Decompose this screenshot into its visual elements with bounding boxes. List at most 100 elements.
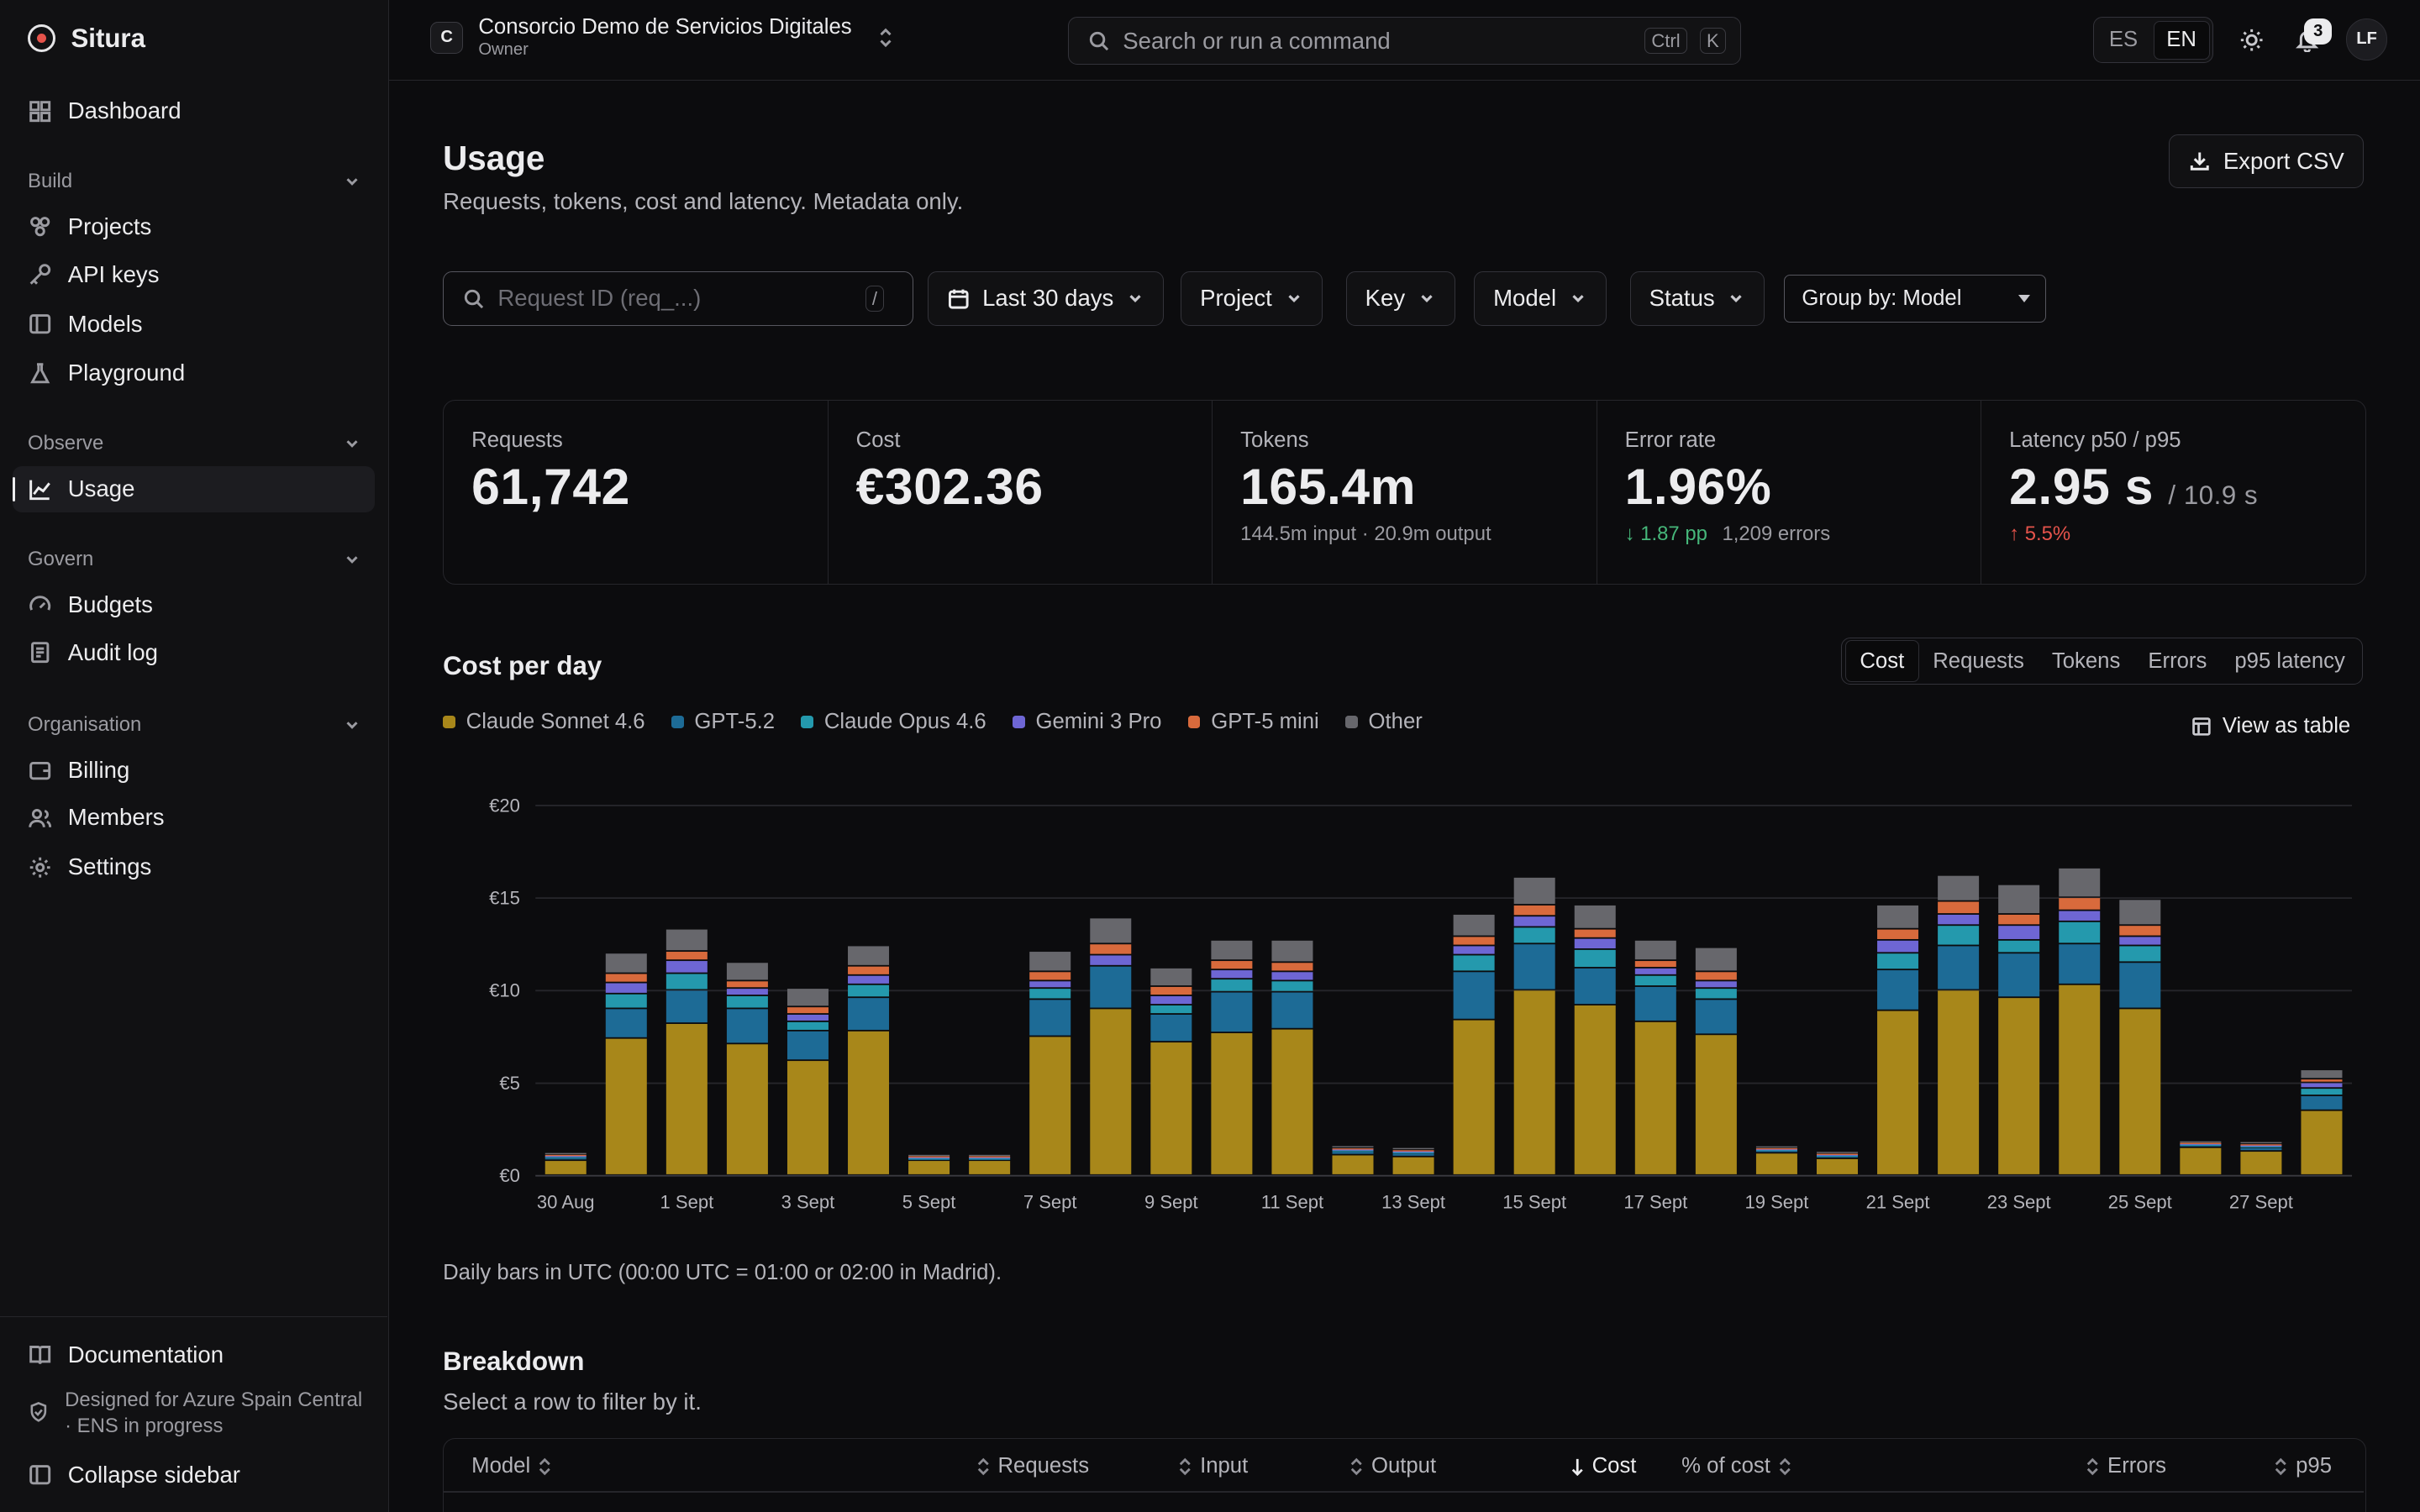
- sidebar-item-members[interactable]: Members: [13, 795, 376, 841]
- bar-segment: [2119, 963, 2161, 1008]
- legend-item[interactable]: GPT-5 mini: [1187, 710, 1319, 734]
- bar-segment: [666, 974, 708, 990]
- bar-segment: [969, 1156, 1011, 1158]
- dashboard-icon: [29, 100, 51, 122]
- bar-segment: [1574, 938, 1616, 948]
- legend-item[interactable]: Other: [1344, 710, 1423, 734]
- sidebar-item-billing[interactable]: Billing: [13, 747, 376, 793]
- bar-segment: [1029, 1000, 1071, 1036]
- command-search-input[interactable]: [1123, 27, 1633, 55]
- request-id-input[interactable]: [497, 285, 853, 312]
- shield-check-icon: [30, 1401, 47, 1422]
- bar-segment: [2301, 1095, 2343, 1110]
- status-filter[interactable]: Status: [1629, 271, 1765, 326]
- lang-es-button[interactable]: ES: [2108, 28, 2139, 52]
- stat-secondary-value: / 10.9 s: [2168, 480, 2259, 511]
- bar-segment: [969, 1154, 1011, 1157]
- column-header-output[interactable]: Output: [1349, 1454, 1436, 1478]
- bar-segment: [1938, 875, 1980, 900]
- legend-swatch: [801, 716, 813, 728]
- column-header-cost[interactable]: Cost: [1570, 1454, 1636, 1478]
- sun-icon[interactable]: [2239, 28, 2264, 52]
- x-tick-label: 19 Sept: [1745, 1191, 1809, 1212]
- bar-segment: [2180, 1145, 2222, 1147]
- bar-segment: [1817, 1155, 1859, 1157]
- group-organisation[interactable]: Organisation: [28, 713, 361, 737]
- sidebar-item-label: Playground: [67, 360, 186, 386]
- sidebar-item-budgets[interactable]: Budgets: [13, 581, 376, 627]
- export-csv-label: Export CSV: [2223, 147, 2344, 174]
- bar-segment: [544, 1160, 587, 1174]
- bar-segment: [2240, 1151, 2282, 1174]
- column-header-requests[interactable]: Requests: [976, 1454, 1089, 1478]
- sidebar-item-dashboard[interactable]: Dashboard: [13, 88, 376, 134]
- bar-segment: [1756, 1153, 1798, 1174]
- group-govern[interactable]: Govern: [28, 548, 361, 571]
- brand[interactable]: Situra: [28, 24, 145, 54]
- bar-segment: [1332, 1151, 1374, 1154]
- arrow-down-icon: [1571, 1458, 1583, 1476]
- x-tick-label: 23 Sept: [1987, 1191, 2051, 1212]
- column-header-errors[interactable]: Errors: [2086, 1454, 2166, 1478]
- project-filter[interactable]: Project: [1181, 271, 1323, 326]
- legend-item[interactable]: GPT-5.2: [671, 710, 775, 734]
- avatar[interactable]: LF: [2345, 18, 2388, 60]
- date-range-label: Last 30 days: [982, 285, 1114, 312]
- sidebar-item-audit-log[interactable]: Audit log: [13, 629, 376, 675]
- bar-segment: [2180, 1143, 2222, 1145]
- bar-segment: [1029, 1037, 1071, 1174]
- sidebar-item-projects[interactable]: Projects: [13, 203, 376, 249]
- legend-item[interactable]: Gemini 3 Pro: [1012, 710, 1161, 734]
- bar-segment: [544, 1154, 587, 1157]
- bar-segment: [1998, 940, 2040, 953]
- request-id-search[interactable]: /: [443, 271, 914, 326]
- bar-segment: [1634, 968, 1676, 974]
- sidebar-item-documentation[interactable]: Documentation: [13, 1331, 376, 1378]
- bar-segment: [908, 1158, 950, 1160]
- export-csv-button[interactable]: Export CSV: [2168, 134, 2364, 189]
- bar-segment: [1090, 944, 1132, 954]
- column-header-input[interactable]: Input: [1178, 1454, 1248, 1478]
- date-range-filter[interactable]: Last 30 days: [927, 271, 1165, 326]
- bar-segment: [787, 1031, 829, 1060]
- stat-detail: ↑ 5.5%: [2009, 522, 2365, 546]
- bar-segment: [2119, 926, 2161, 936]
- y-tick-label: €0: [499, 1165, 520, 1186]
- bar-segment: [1574, 1005, 1616, 1174]
- x-tick-label: 3 Sept: [781, 1191, 835, 1212]
- bar-segment: [1998, 914, 2040, 925]
- chart-legend: Claude Sonnet 4.6 GPT-5.2 Claude Opus 4.6 G…: [443, 710, 1423, 734]
- metric-tab-requests[interactable]: Requests: [1933, 648, 2024, 673]
- group-build[interactable]: Build: [28, 170, 361, 193]
- org-switcher[interactable]: C Consorcio Demo de Servicios Digitales …: [430, 15, 895, 60]
- legend-item[interactable]: Claude Sonnet 4.6: [443, 710, 645, 734]
- lang-en-button[interactable]: EN: [2153, 20, 2210, 60]
- column-header-model[interactable]: Model: [471, 1454, 552, 1478]
- model-filter[interactable]: Model: [1474, 271, 1607, 326]
- sidebar-item-settings[interactable]: Settings: [13, 844, 376, 890]
- legend-item[interactable]: Claude Opus 4.6: [801, 710, 986, 734]
- bar-segment: [727, 981, 769, 988]
- bar-segment: [1392, 1147, 1434, 1149]
- bar-segment: [1211, 979, 1253, 991]
- metric-tab-cost[interactable]: Cost: [1844, 640, 1919, 682]
- collapse-sidebar-button[interactable]: Collapse sidebar: [13, 1452, 376, 1498]
- bar-segment: [969, 1160, 1011, 1174]
- metric-tab-tokens[interactable]: Tokens: [2051, 648, 2121, 673]
- sidebar-item-label: API keys: [67, 260, 160, 287]
- column-header-p95[interactable]: p95: [2274, 1454, 2332, 1478]
- group-by-select[interactable]: Group by: Model: [1784, 274, 2047, 323]
- key-filter[interactable]: Key: [1345, 271, 1455, 326]
- bar-segment: [544, 1155, 587, 1158]
- sidebar-item-api-keys[interactable]: API keys: [13, 251, 376, 297]
- metric-tab-p95-latency[interactable]: p95 latency: [2234, 648, 2345, 673]
- metric-tab-errors[interactable]: Errors: [2148, 648, 2207, 673]
- column-header-of-cost[interactable]: % of cost: [1681, 1454, 1791, 1478]
- sidebar-item-playground[interactable]: Playground: [13, 350, 376, 396]
- view-as-table-button[interactable]: View as table: [2191, 714, 2350, 738]
- sidebar-item-models[interactable]: Models: [13, 301, 376, 347]
- legend-label: Claude Opus 4.6: [823, 709, 986, 733]
- sidebar-item-usage[interactable]: Usage: [12, 465, 376, 512]
- command-search[interactable]: Ctrl K: [1067, 17, 1741, 66]
- group-observe[interactable]: Observe: [28, 432, 361, 455]
